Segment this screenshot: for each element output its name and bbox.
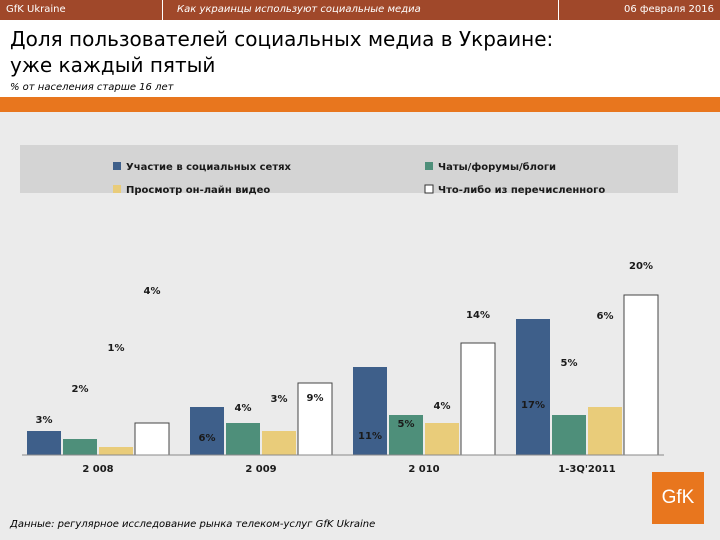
page-title: Доля пользователей социальных медиа в Ук…: [10, 26, 710, 78]
data-label: 6%: [597, 311, 614, 322]
bar-2: [226, 423, 260, 455]
bar-1: [190, 407, 224, 455]
legend-label: Что-либо из перечисленного: [438, 184, 605, 196]
bar-4: [623, 294, 659, 456]
divider: [0, 97, 720, 98]
header-divider: [162, 0, 163, 20]
bar-4: [297, 382, 333, 456]
header-date: 06 февраля 2016: [623, 4, 714, 15]
data-label: 11%: [358, 431, 382, 442]
bar-2: [552, 415, 586, 455]
bar-1: [27, 431, 61, 455]
data-label: 4%: [235, 403, 252, 414]
header-divider: [558, 0, 559, 20]
data-label: 2%: [72, 384, 89, 395]
bar-3: [425, 423, 459, 455]
header-bar: GfK Ukraine Как украинцы используют соци…: [0, 0, 720, 20]
accent-bar: 7: [0, 98, 720, 208]
page-title-line-1: Доля пользователей социальных медиа в Ук…: [10, 27, 554, 51]
legend-label: Участие в социальных сетях: [126, 162, 292, 173]
legend-swatch: [425, 162, 433, 170]
data-label: 3%: [36, 415, 53, 426]
legend-swatch: [113, 162, 121, 170]
bar-3: [262, 431, 296, 455]
data-label: 6%: [199, 433, 216, 444]
x-tick-label: 2 008: [82, 464, 113, 474]
bar-chart: Участие в социальных сетях Чаты/форумы/бл…: [20, 145, 678, 474]
data-label: 9%: [307, 393, 324, 404]
data-label: 4%: [434, 401, 451, 412]
x-tick-label: 2 010: [408, 464, 439, 474]
header-topic: Как украинцы используют социальные медиа: [177, 4, 421, 15]
data-label: 17%: [521, 400, 545, 411]
data-label: 5%: [398, 419, 415, 430]
data-label: 4%: [144, 286, 161, 297]
page-title-line-2: уже каждый пятый: [10, 53, 216, 77]
legend-swatch: [424, 184, 434, 194]
bar-4: [134, 422, 170, 456]
page-subtitle: % от населения старше 16 лет: [10, 82, 174, 93]
data-label: 3%: [271, 394, 288, 405]
data-label: 5%: [561, 358, 578, 369]
legend-label: Просмотр он-лайн видео: [126, 185, 270, 196]
header-brand: GfK Ukraine: [6, 4, 66, 15]
gfk-logo: GfK: [652, 472, 704, 524]
x-tick-label: 2 009: [245, 464, 276, 474]
data-label: 20%: [629, 261, 653, 272]
bar-2: [389, 415, 423, 455]
x-tick-label: 1-3Q'2011: [558, 464, 616, 474]
bar-3: [588, 407, 622, 455]
bar-4: [460, 342, 496, 456]
legend-label: Чаты/форумы/блоги: [438, 161, 556, 173]
bar-2: [63, 439, 97, 455]
bar-1: [353, 367, 387, 455]
legend-box: [20, 145, 678, 193]
data-label: 1%: [108, 343, 125, 354]
bar-3: [99, 447, 133, 455]
source-note: Данные: регулярное исследование рынка те…: [10, 519, 376, 530]
bar-1: [516, 319, 550, 455]
data-label: 14%: [466, 310, 490, 321]
legend-swatch: [113, 185, 121, 193]
